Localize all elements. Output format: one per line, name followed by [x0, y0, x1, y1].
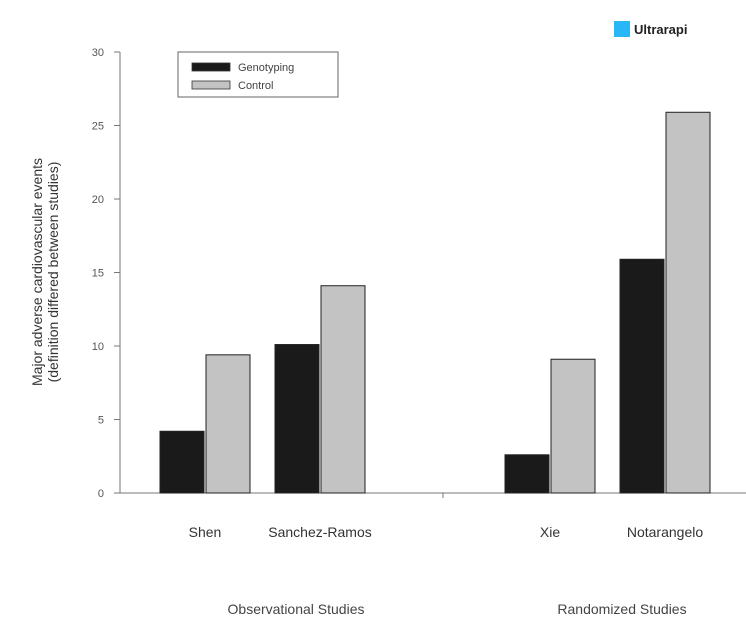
group-label-randomized: Randomized Studies [557, 601, 686, 617]
y-tick-label: 30 [92, 47, 104, 59]
legend-frame [177, 51, 339, 98]
category-label-sanchez-ramos: Sanchez-Ramos [268, 524, 372, 540]
category-label-notarangelo: Notarangelo [627, 524, 703, 540]
y-axis-title: Major adverse cardiovascular events (def… [29, 158, 61, 386]
y-tick-label: 25 [92, 121, 104, 133]
top-series-swatch [614, 21, 630, 37]
y-tick-label: 0 [98, 488, 104, 500]
category-label-xie: Xie [540, 524, 560, 540]
top-series-label: Ultrarapi [634, 22, 687, 37]
top-series-tag: Ultrarapi [614, 21, 687, 37]
bar-series [159, 111, 711, 494]
bar-control-sanchez-ramos [320, 285, 366, 494]
group-label-observational: Observational Studies [228, 601, 365, 617]
bar-genotyping-sanchez-ramos [274, 344, 320, 494]
bar-control-notarangelo [665, 111, 711, 494]
bar-genotyping-shen [159, 430, 205, 494]
y-tick-label: 5 [98, 415, 104, 427]
y-tick-label: 15 [92, 268, 104, 280]
legend-label-genotyping: Genotyping [238, 62, 294, 74]
legend-label-control: Control [238, 80, 273, 92]
y-axis-title-line2: (definition differed between studies) [45, 162, 61, 383]
y-axis-ticks: 0 5 10 15 20 25 30 [92, 47, 120, 500]
bar-control-xie [550, 358, 596, 494]
legend-swatch-genotyping [191, 62, 231, 72]
bar-genotyping-notarangelo [619, 258, 665, 494]
y-axis-title-line1: Major adverse cardiovascular events [29, 158, 45, 386]
legend-swatch-control [191, 80, 231, 90]
bar-control-shen [205, 354, 251, 494]
legend: Genotyping Control [177, 51, 339, 98]
bar-genotyping-xie [504, 454, 550, 494]
y-tick-label: 10 [92, 341, 104, 353]
y-tick-label: 20 [92, 194, 104, 206]
category-label-shen: Shen [189, 524, 222, 540]
